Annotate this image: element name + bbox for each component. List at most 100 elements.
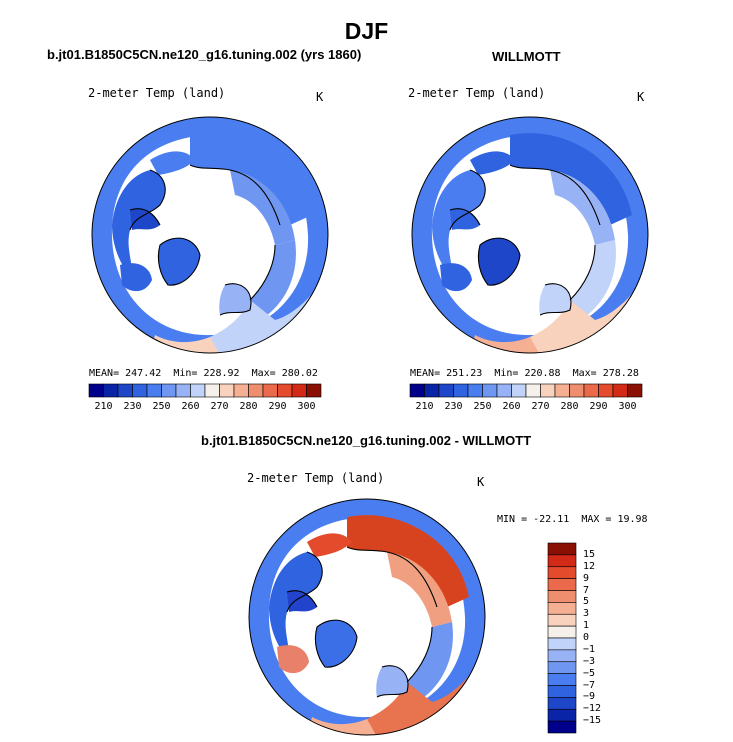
colorbar-swatch bbox=[547, 625, 577, 639]
colorbar-swatch bbox=[547, 637, 577, 651]
panel-2-units: K bbox=[637, 90, 645, 104]
colorbar-tick-label: 260 bbox=[502, 401, 521, 412]
colorbar-tick-label: 7 bbox=[583, 584, 590, 596]
panel-1-min-label: Min= bbox=[173, 368, 198, 379]
colorbar-swatch bbox=[277, 383, 293, 398]
panel-3-stats: MIN = -22.11 MAX = 19.98 bbox=[497, 514, 648, 525]
colorbar-tick-label: 290 bbox=[268, 401, 287, 412]
panel-3-min-label: MIN = bbox=[497, 514, 528, 525]
colorbar-swatch bbox=[547, 649, 577, 663]
panel-1-title: b.jt01.B1850C5CN.ne120_g16.tuning.002 (y… bbox=[47, 47, 362, 62]
panel-1-stats: MEAN= 247.42 Min= 228.92 Max= 280.02 bbox=[89, 368, 318, 379]
colorbar-tick-label: 280 bbox=[560, 401, 579, 412]
land-greenland bbox=[315, 620, 357, 668]
colorbar-tick-label: 5 bbox=[583, 596, 590, 608]
colorbar-tick-label: −9 bbox=[583, 691, 596, 703]
land-scandinavia bbox=[219, 283, 251, 315]
colorbar-swatch bbox=[547, 566, 577, 579]
colorbar-swatch bbox=[547, 673, 577, 686]
panel-3-min: -22.11 bbox=[533, 514, 570, 525]
colorbar-swatch bbox=[409, 383, 425, 398]
map-boundary bbox=[91, 116, 329, 354]
panel-2-title: WILLMOTT bbox=[492, 49, 561, 64]
colorbar-swatch bbox=[547, 542, 577, 556]
colorbar-swatch bbox=[175, 383, 191, 398]
panel-3-max-label: MAX = bbox=[581, 514, 612, 525]
colorbar-tick-label: 12 bbox=[583, 560, 596, 572]
colorbar-swatch bbox=[583, 383, 599, 398]
colorbar-swatch bbox=[547, 554, 577, 568]
colorbar-tick-label: −12 bbox=[583, 703, 602, 715]
land-asia-north bbox=[510, 133, 632, 225]
panel-2-mean: 251.23 bbox=[446, 368, 483, 379]
coastline bbox=[286, 546, 438, 698]
panel-2-max-label: Max= bbox=[572, 368, 597, 379]
panel-3-variable: 2-meter Temp (land) bbox=[247, 471, 385, 485]
colorbar-tick-label: 15 bbox=[583, 548, 596, 560]
colorbar-swatch bbox=[547, 613, 577, 627]
land-russia-west bbox=[570, 240, 616, 320]
land-greenland bbox=[478, 238, 520, 286]
panel-1-max: 280.02 bbox=[281, 368, 318, 379]
colorbar-swatch bbox=[190, 383, 206, 398]
land-scandinavia bbox=[376, 665, 408, 697]
colorbar-tick-label: 210 bbox=[94, 401, 113, 412]
colorbar-swatch bbox=[103, 383, 119, 398]
colorbar-swatch bbox=[161, 383, 177, 398]
land-hudson-region bbox=[440, 263, 472, 292]
coastline bbox=[129, 164, 281, 316]
main-title: DJF bbox=[344, 18, 389, 44]
colorbar-swatch bbox=[547, 590, 577, 603]
land-scandinavia bbox=[539, 283, 571, 315]
panel-3-max: 19.98 bbox=[617, 514, 648, 525]
colorbar-tick-label: 250 bbox=[473, 401, 492, 412]
colorbar-swatch bbox=[554, 383, 570, 398]
colorbar-swatch bbox=[438, 383, 454, 398]
colorbar-swatch bbox=[511, 383, 527, 398]
land-canada-arctic-islands bbox=[450, 208, 480, 230]
land-asia-east bbox=[550, 170, 615, 245]
land-canada-arctic-islands bbox=[130, 208, 160, 230]
colorbar-swatch bbox=[547, 602, 577, 615]
colorbar-swatch bbox=[132, 383, 148, 398]
land-canada bbox=[269, 552, 323, 657]
colorbar-swatch bbox=[248, 383, 264, 398]
colorbar-tick-label: 230 bbox=[444, 401, 463, 412]
panel-3-title: b.jt01.B1850C5CN.ne120_g16.tuning.002 - … bbox=[201, 433, 532, 448]
land-alaska bbox=[307, 533, 352, 557]
colorbar-swatch bbox=[424, 383, 440, 398]
colorbar-tick-label: 260 bbox=[181, 401, 200, 412]
land-hudson-region bbox=[277, 645, 309, 674]
colorbar-swatch bbox=[569, 383, 585, 398]
colorbar-swatch bbox=[291, 383, 307, 398]
land-asia-east bbox=[387, 552, 452, 627]
colorbar-tick-label: 270 bbox=[531, 401, 550, 412]
colorbar-tick-label: 1 bbox=[583, 620, 590, 632]
colorbar-tick-label: 250 bbox=[152, 401, 171, 412]
panel-3-colorbar bbox=[547, 542, 577, 734]
colorbar-tick-label: −1 bbox=[583, 643, 596, 655]
land-canada bbox=[432, 170, 486, 275]
colorbar-swatch bbox=[547, 685, 577, 698]
panel-1-units: K bbox=[316, 90, 324, 104]
colorbar-swatch bbox=[146, 383, 162, 398]
land-asia-east bbox=[230, 170, 295, 245]
land-alaska bbox=[150, 151, 195, 175]
colorbar-swatch bbox=[547, 720, 577, 734]
colorbar-tick-label: 3 bbox=[583, 608, 590, 620]
colorbar-tick-label: −5 bbox=[583, 667, 596, 679]
colorbar-tick-label: 300 bbox=[297, 401, 316, 412]
colorbar-swatch bbox=[598, 383, 614, 398]
colorbar-swatch bbox=[233, 383, 249, 398]
colorbar-tick-label: 230 bbox=[123, 401, 142, 412]
colorbar-swatch bbox=[540, 383, 556, 398]
panel-3-units: K bbox=[477, 475, 485, 489]
colorbar-swatch bbox=[525, 383, 541, 398]
panel-2-min-label: Min= bbox=[494, 368, 519, 379]
panel-2-polar-map bbox=[411, 116, 649, 354]
colorbar-tick-label: 9 bbox=[583, 572, 590, 584]
colorbar-swatch bbox=[482, 383, 498, 398]
panel-2-stats: MEAN= 251.23 Min= 220.88 Max= 278.28 bbox=[410, 368, 639, 379]
map-boundary bbox=[248, 498, 486, 736]
panel-1-variable: 2-meter Temp (land) bbox=[88, 86, 226, 100]
